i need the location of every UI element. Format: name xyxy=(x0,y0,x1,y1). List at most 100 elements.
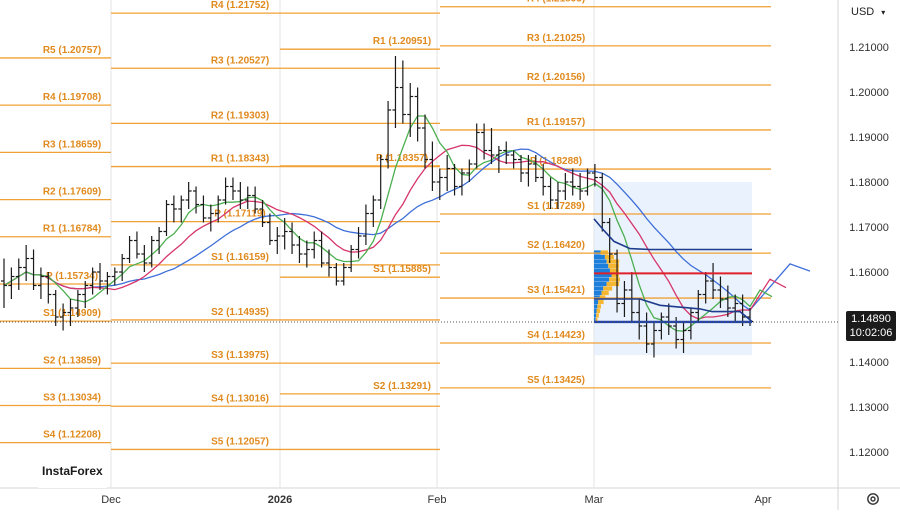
pivot-label: S4 (1.14423) xyxy=(527,330,585,341)
ohlc-bar xyxy=(532,155,539,182)
ohlc-bar xyxy=(577,173,584,200)
ohlc-bar xyxy=(229,177,236,200)
ohlc-bar xyxy=(518,155,525,182)
currency-selector[interactable]: USD ▾ xyxy=(845,2,897,22)
brand-text: InstaForex xyxy=(42,464,103,478)
currency-label: USD xyxy=(851,6,875,18)
ohlc-bar xyxy=(348,245,355,272)
pivot-label: S4 (1.12208) xyxy=(43,430,101,441)
vp-bar-orange xyxy=(609,268,619,273)
pivot-label: R3 (1.18659) xyxy=(43,139,101,150)
ohlc-bar xyxy=(222,177,229,205)
pivot-label: S1 (1.14909) xyxy=(43,308,101,319)
ohlc-bar xyxy=(392,56,399,128)
ohlc-bar xyxy=(266,213,273,245)
ohlc-bar xyxy=(148,236,155,268)
y-tick-label: 1.21000 xyxy=(849,42,889,54)
ohlc-bar xyxy=(503,141,510,164)
ohlc-bar xyxy=(717,276,724,308)
bar-countdown: 10:02:06 xyxy=(849,327,893,339)
ohlc-bar xyxy=(82,281,89,308)
pivot-label: R1 (1.20951) xyxy=(373,36,431,47)
y-tick-label: 1.14000 xyxy=(849,357,889,369)
ohlc-bar xyxy=(510,150,517,169)
pivot-label: R4 (1.21895) xyxy=(527,0,585,5)
ohlc-bar xyxy=(554,182,561,209)
ohlc-bar xyxy=(67,299,74,326)
ohlc-bar xyxy=(163,200,170,236)
vp-bar-orange xyxy=(603,286,613,291)
ohlc-bar xyxy=(104,272,111,295)
ohlc-bar xyxy=(562,173,569,200)
ma-line-pink xyxy=(3,144,787,320)
vp-bar-blue xyxy=(594,268,610,273)
pivot-label: R4 (1.19708) xyxy=(43,92,101,103)
vp-bar-blue xyxy=(594,263,609,269)
vp-bar-orange xyxy=(606,259,620,264)
ohlc-bar xyxy=(362,204,369,245)
x-tick-label: Mar xyxy=(585,494,604,506)
ohlc-bar xyxy=(141,245,148,272)
settings-gear-icon[interactable] xyxy=(866,492,880,506)
ohlc-bar xyxy=(407,83,414,137)
ma-line-green xyxy=(3,115,773,332)
ohlc-bar xyxy=(170,195,177,223)
ohlc-bar xyxy=(355,227,362,259)
ohlc-bar xyxy=(325,249,332,277)
ohlc-bar xyxy=(732,294,739,322)
ma-line-blue xyxy=(3,148,811,311)
ohlc-bar xyxy=(156,227,163,254)
ohlc-bar xyxy=(111,267,118,286)
price-overlay xyxy=(0,218,838,324)
ohlc-bar xyxy=(1,258,7,308)
y-tick-label: 1.20000 xyxy=(849,87,889,99)
vp-bar-blue xyxy=(594,304,598,309)
ohlc-bar xyxy=(458,168,465,196)
ohlc-bar xyxy=(525,155,532,187)
ohlc-bar xyxy=(215,195,222,223)
x-tick-label: Feb xyxy=(428,494,447,506)
vp-bar-blue xyxy=(594,259,607,264)
ohlc-bar xyxy=(628,272,635,322)
vp-bar-blue xyxy=(594,317,596,323)
ohlc-bar xyxy=(45,272,52,304)
ohlc-bar xyxy=(200,195,207,223)
vp-bar-blue xyxy=(594,281,607,287)
ohlc-bar xyxy=(422,114,429,169)
ohlc-bar xyxy=(606,218,613,263)
ohlc-bar xyxy=(340,263,347,286)
ohlc-bar xyxy=(377,155,384,209)
vp-bar-orange xyxy=(596,308,601,314)
pivot-label: S2 (1.16420) xyxy=(527,240,585,251)
vp-bar-blue xyxy=(594,308,597,314)
moving-averages xyxy=(3,115,811,332)
pivot-label: P (1.18288) xyxy=(530,156,582,167)
vp-bar-blue xyxy=(594,313,597,318)
ohlc-bar xyxy=(52,290,59,326)
x-tick-label: Dec xyxy=(101,494,121,506)
ohlc-bar xyxy=(540,164,547,196)
ohlc-bar xyxy=(710,263,717,299)
ohlc-bar xyxy=(429,141,436,191)
ohlc-bar xyxy=(650,321,657,358)
pivot-label: R1 (1.19157) xyxy=(527,117,585,128)
ohlc-bar xyxy=(547,177,554,209)
x-tick-label: Apr xyxy=(754,494,771,506)
pivot-label: S5 (1.12057) xyxy=(211,436,269,447)
step-line-lower xyxy=(594,298,753,323)
pivot-label: S2 (1.14935) xyxy=(211,307,269,318)
ohlc-bar xyxy=(569,168,576,196)
pivot-label: S1 (1.16159) xyxy=(211,252,269,263)
pivot-label: P (1.17119) xyxy=(214,209,266,220)
vp-bar-orange xyxy=(598,299,604,305)
ohlc-bar xyxy=(15,258,22,290)
vp-bar-blue xyxy=(594,277,610,282)
ohlc-bar xyxy=(643,312,650,353)
ohlc-bar xyxy=(414,87,421,142)
pivot-label: S1 (1.15885) xyxy=(373,264,431,275)
ohlc-bar xyxy=(495,146,502,173)
pivot-label: R3 (1.20527) xyxy=(211,55,269,66)
